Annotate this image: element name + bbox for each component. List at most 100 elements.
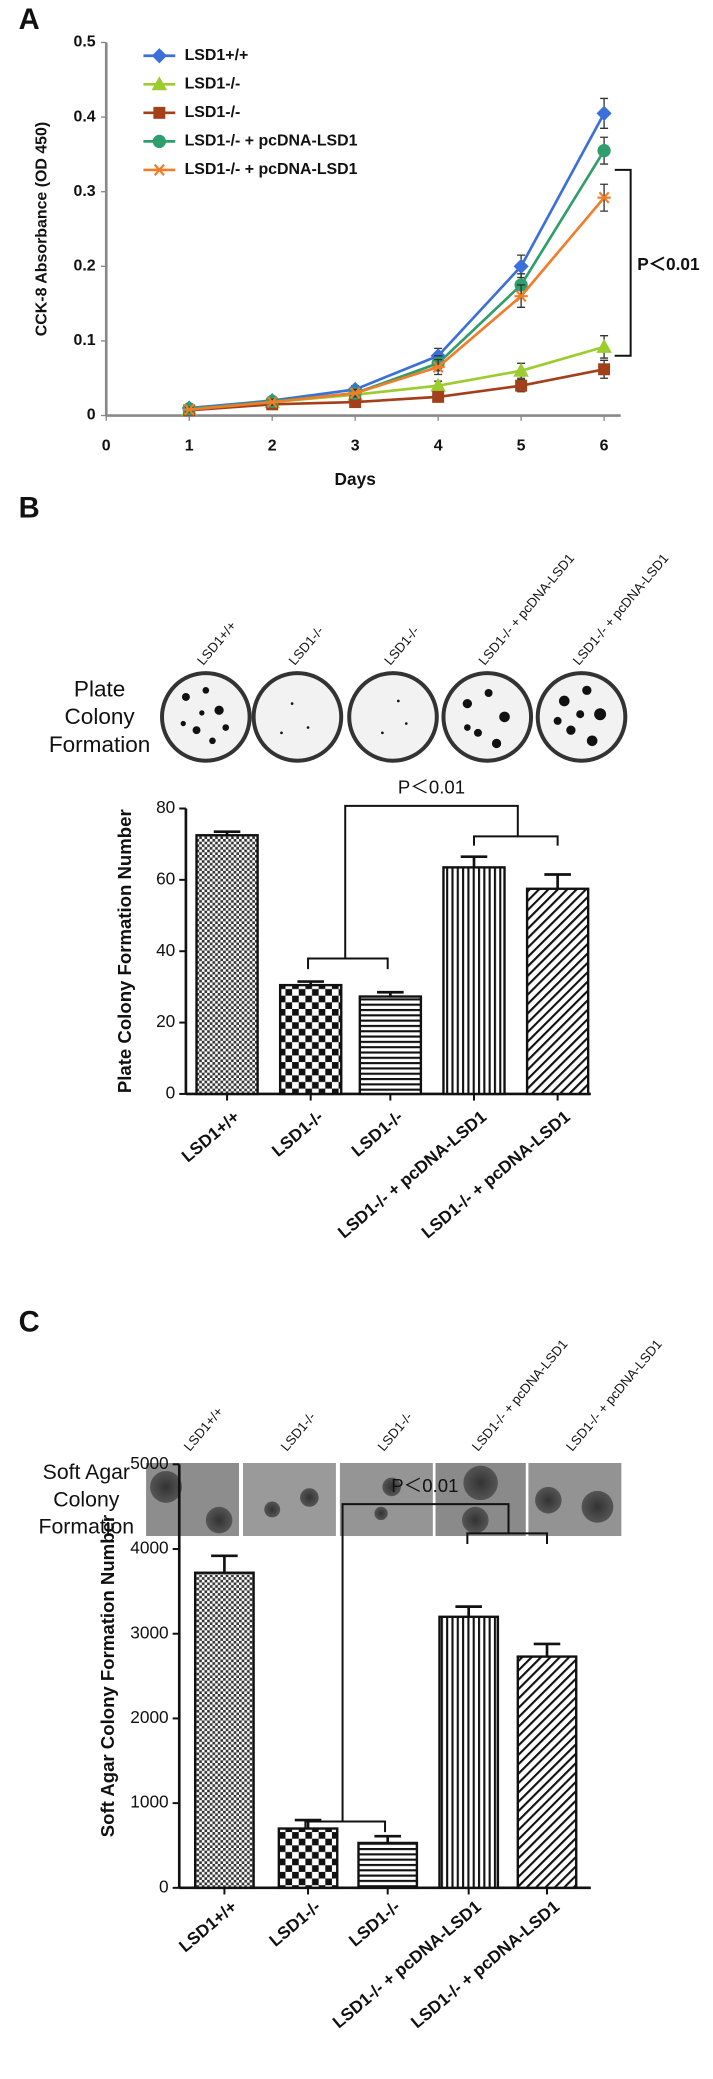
y-axis-label: Soft Agar Colony Formation Number bbox=[97, 1515, 118, 1837]
annotation: P＜0.01 bbox=[637, 254, 700, 274]
error-bar bbox=[297, 980, 324, 986]
x-tick-label: LSD1-/- bbox=[347, 1106, 406, 1160]
error-bar bbox=[213, 830, 241, 836]
error-bar bbox=[377, 990, 404, 997]
x-tick-label: LSD1+/+ bbox=[177, 1106, 243, 1166]
x-tick-label: 1 bbox=[185, 437, 194, 454]
series-line bbox=[189, 149, 606, 411]
image-label: LSD1-/- + pcDNA-LSD1 bbox=[570, 551, 672, 668]
y-tick-label: 0.5 bbox=[73, 34, 95, 51]
marker bbox=[513, 258, 529, 274]
plate-images bbox=[160, 671, 628, 763]
legend-label: LSD1-/- bbox=[185, 104, 241, 121]
x-tick-label: 3 bbox=[351, 437, 360, 454]
image-label: LSD1-/- + pcDNA-LSD1 bbox=[563, 1337, 665, 1454]
marker bbox=[597, 144, 611, 158]
x-tick-label: 2 bbox=[268, 437, 277, 454]
marker bbox=[151, 76, 168, 91]
marker bbox=[152, 163, 166, 176]
image-label: LSD1-/- + pcDNA-LSD1 bbox=[475, 551, 577, 668]
x-tick-label: 4 bbox=[434, 437, 443, 454]
panel-letter: A bbox=[19, 4, 40, 36]
marker bbox=[432, 390, 445, 403]
y-tick-label: 0.4 bbox=[73, 108, 95, 125]
bar bbox=[358, 995, 423, 1096]
x-tick-label: LSD1-/- bbox=[268, 1106, 327, 1160]
x-tick-label: LSD1-/- + pcDNA-LSD1 bbox=[407, 1896, 564, 2032]
x-axis-label: Days bbox=[335, 469, 376, 489]
x-tick-label: LSD1-/- + pcDNA-LSD1 bbox=[334, 1106, 491, 1242]
image-title: Colony bbox=[65, 704, 136, 729]
y-tick-label: 3000 bbox=[130, 1622, 168, 1642]
image-title: Colony bbox=[53, 1487, 119, 1511]
y-tick-label: 0.1 bbox=[73, 332, 95, 349]
y-axis-label: CCK-8 Absorbance (OD 450) bbox=[34, 122, 51, 336]
marker bbox=[514, 290, 528, 303]
image-label: LSD1-/- + pcDNA-LSD1 bbox=[469, 1337, 571, 1454]
image-title: Formation bbox=[49, 732, 151, 757]
panel-letter: B bbox=[19, 493, 40, 525]
x-tick-label: LSD1-/- bbox=[345, 1896, 404, 1950]
error-bar bbox=[374, 1834, 401, 1843]
marker bbox=[597, 191, 611, 204]
y-tick-label: 2000 bbox=[130, 1707, 168, 1727]
series-line bbox=[189, 367, 605, 412]
legend-label: LSD1-/- + pcDNA-LSD1 bbox=[185, 133, 358, 150]
x-tick-label: 0 bbox=[102, 437, 111, 454]
image-title: Soft Agar bbox=[43, 1460, 130, 1484]
error-bar bbox=[460, 855, 488, 868]
y-tick-label: 0.2 bbox=[73, 258, 95, 275]
panel-letter: C bbox=[19, 1306, 40, 1338]
series-line bbox=[189, 196, 606, 411]
marker bbox=[596, 105, 612, 121]
error-bar bbox=[544, 873, 571, 889]
legend-label: LSD1+/+ bbox=[185, 47, 249, 64]
y-tick-label: 60 bbox=[156, 868, 175, 888]
x-tick-label: LSD1-/- + pcDNA-LSD1 bbox=[328, 1896, 485, 2032]
y-tick-label: 0 bbox=[87, 407, 96, 424]
marker bbox=[513, 362, 529, 377]
brackets bbox=[304, 168, 632, 1833]
bar bbox=[438, 1615, 500, 1890]
bar bbox=[278, 983, 343, 1096]
marker bbox=[265, 396, 279, 409]
error-bar bbox=[294, 1818, 322, 1829]
y-tick-label: 5000 bbox=[130, 1453, 168, 1473]
y-tick-label: 40 bbox=[156, 940, 175, 960]
x-tick-label: LSD1-/- bbox=[265, 1896, 324, 1950]
marker bbox=[152, 134, 166, 149]
bar bbox=[442, 866, 506, 1096]
y-tick-label: 0 bbox=[159, 1876, 169, 1896]
bar bbox=[195, 834, 259, 1096]
y-tick-label: 4000 bbox=[130, 1538, 168, 1558]
legend-label: LSD1-/- + pcDNA-LSD1 bbox=[185, 161, 358, 178]
error-bar bbox=[455, 1605, 482, 1617]
image-label: LSD1-/- bbox=[375, 1409, 416, 1454]
image-label: LSD1+/+ bbox=[194, 618, 239, 668]
image-label: LSD1-/- bbox=[381, 623, 422, 668]
image-label: LSD1-/- bbox=[278, 1409, 319, 1454]
annotation: P＜0.01 bbox=[398, 776, 465, 797]
marker bbox=[151, 48, 167, 64]
y-tick-label: 0 bbox=[166, 1082, 176, 1102]
y-tick-label: 1000 bbox=[130, 1792, 168, 1812]
bar bbox=[277, 1827, 339, 1890]
image-label: LSD1+/+ bbox=[181, 1404, 226, 1454]
agar-images bbox=[146, 1463, 622, 1537]
marker bbox=[515, 379, 528, 392]
x-tick-label: LSD1+/+ bbox=[175, 1896, 241, 1956]
annotation: P＜0.01 bbox=[391, 1475, 458, 1496]
error-bar bbox=[533, 1642, 561, 1657]
error-bar bbox=[211, 1554, 238, 1573]
legend-label: LSD1-/- bbox=[185, 76, 241, 93]
image-title: Formation bbox=[39, 1515, 135, 1539]
marker bbox=[431, 361, 445, 374]
bar bbox=[525, 887, 590, 1096]
marker bbox=[596, 338, 612, 353]
x-tick-label: 6 bbox=[600, 437, 609, 454]
x-tick-label: LSD1-/- + pcDNA-LSD1 bbox=[417, 1106, 574, 1242]
marker bbox=[348, 387, 362, 400]
marker bbox=[182, 403, 196, 416]
